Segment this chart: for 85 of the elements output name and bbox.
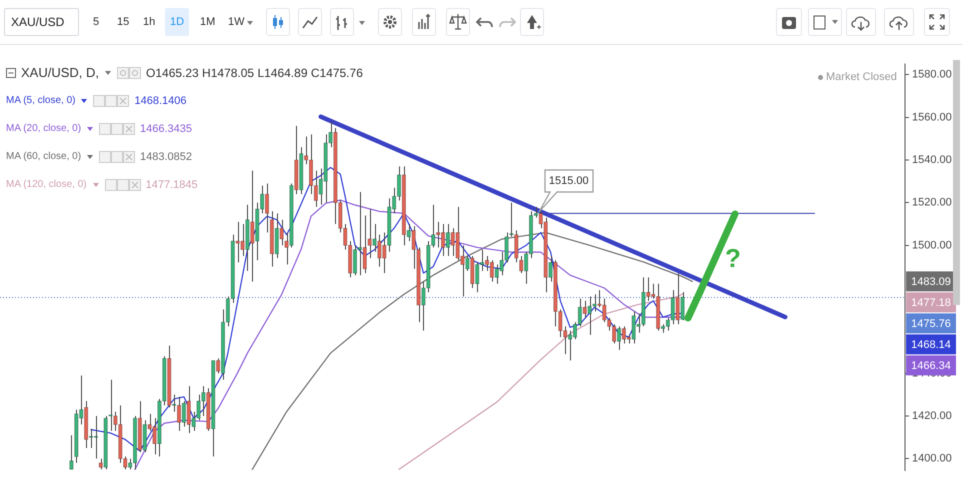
candlestick (196, 394, 201, 421)
candlestick (504, 232, 509, 263)
candlestick (446, 224, 450, 256)
candlestick (123, 456, 128, 470)
candlestick (314, 170, 318, 208)
annotation: ? (725, 243, 741, 273)
candlestick (534, 206, 538, 218)
candlestick (519, 256, 524, 274)
candlestick (592, 294, 597, 312)
candlestick (98, 458, 103, 470)
candlestick (172, 394, 176, 412)
candlestick (226, 296, 230, 327)
candlestick (343, 224, 348, 250)
y-tick-label: 1500.00 (912, 239, 952, 252)
text: 5 (92, 15, 100, 30)
text: 15 (116, 15, 130, 30)
annotation: 1477.1845 (146, 178, 198, 192)
candlestick (607, 317, 612, 332)
chart-subtitle: O1465.23 H1478.05 L1464.89 C1475.76 (146, 66, 363, 80)
candlestick (431, 204, 436, 248)
candlestick (94, 416, 98, 460)
candlestick (670, 290, 675, 325)
candlestick (680, 292, 685, 321)
candlestick (69, 434, 74, 470)
candlestick (186, 386, 191, 434)
legend-label: MA (120, close, 0) (6, 178, 87, 192)
candlestick (480, 249, 484, 272)
candlestick (260, 185, 264, 214)
annotation: 1515.00 (548, 174, 590, 188)
candlestick (524, 251, 528, 284)
ref-line-label: 1475.76 (911, 318, 951, 330)
text: 1477.18 (911, 296, 951, 309)
candlestick (666, 317, 670, 332)
candlestick (128, 458, 132, 470)
text: 1468.14 (911, 338, 951, 351)
candlestick (676, 272, 680, 325)
candlestick (372, 224, 377, 252)
candlestick (368, 208, 372, 259)
candlestick (406, 224, 411, 242)
text: 1D (165, 8, 190, 36)
candlestick (328, 121, 333, 148)
candlestick (558, 308, 562, 338)
candlestick (578, 298, 582, 327)
y-tick-label: 1560.00 (912, 111, 952, 124)
candlestick (304, 136, 308, 165)
y-tick-label: 1400.00 (912, 452, 952, 465)
candlestick (108, 379, 113, 432)
y-tick-label: 1520.00 (912, 196, 952, 209)
candlestick (588, 296, 592, 336)
candlestick (201, 386, 206, 416)
text: XAU/USD (4, 8, 80, 36)
annotation: 1466.3435 (140, 122, 192, 136)
y-tick-label: 1540.00 (912, 154, 952, 166)
candlestick (250, 170, 254, 282)
candlestick (192, 411, 196, 432)
candlestick (490, 260, 494, 282)
candlestick (412, 226, 416, 270)
candlestick (582, 300, 587, 318)
legend-label: MA (20, close, 0) (6, 122, 82, 136)
candlestick (475, 262, 480, 293)
y-tick-label: 1580.00 (912, 68, 952, 81)
annotation: 1483.0852 (140, 150, 192, 164)
legend-label: MA (60, close, 0) (6, 150, 82, 164)
text: 1h (142, 15, 156, 30)
candlestick (362, 214, 367, 274)
text: 1483.09 (911, 276, 951, 288)
annotation: Market Closed (826, 70, 897, 84)
candlestick (548, 256, 553, 282)
candlestick (280, 219, 284, 246)
candlestick (358, 192, 362, 276)
candlestick (284, 232, 289, 266)
text: 1M (199, 15, 216, 30)
candlestick (182, 400, 186, 428)
text: 1466.34 (911, 360, 951, 372)
legend-label: MA (5, close, 0) (6, 94, 76, 108)
annotation: 1468.1406 (134, 94, 186, 108)
candlestick (563, 326, 568, 355)
text: 1W (227, 15, 246, 30)
chart-title: XAU/USD, D, (21, 65, 100, 80)
candlestick (612, 324, 616, 344)
y-tick-label: 1420.00 (912, 410, 952, 422)
candlestick (514, 230, 518, 263)
candlestick (216, 358, 220, 374)
candlestick (436, 221, 440, 248)
candlestick (421, 281, 426, 332)
